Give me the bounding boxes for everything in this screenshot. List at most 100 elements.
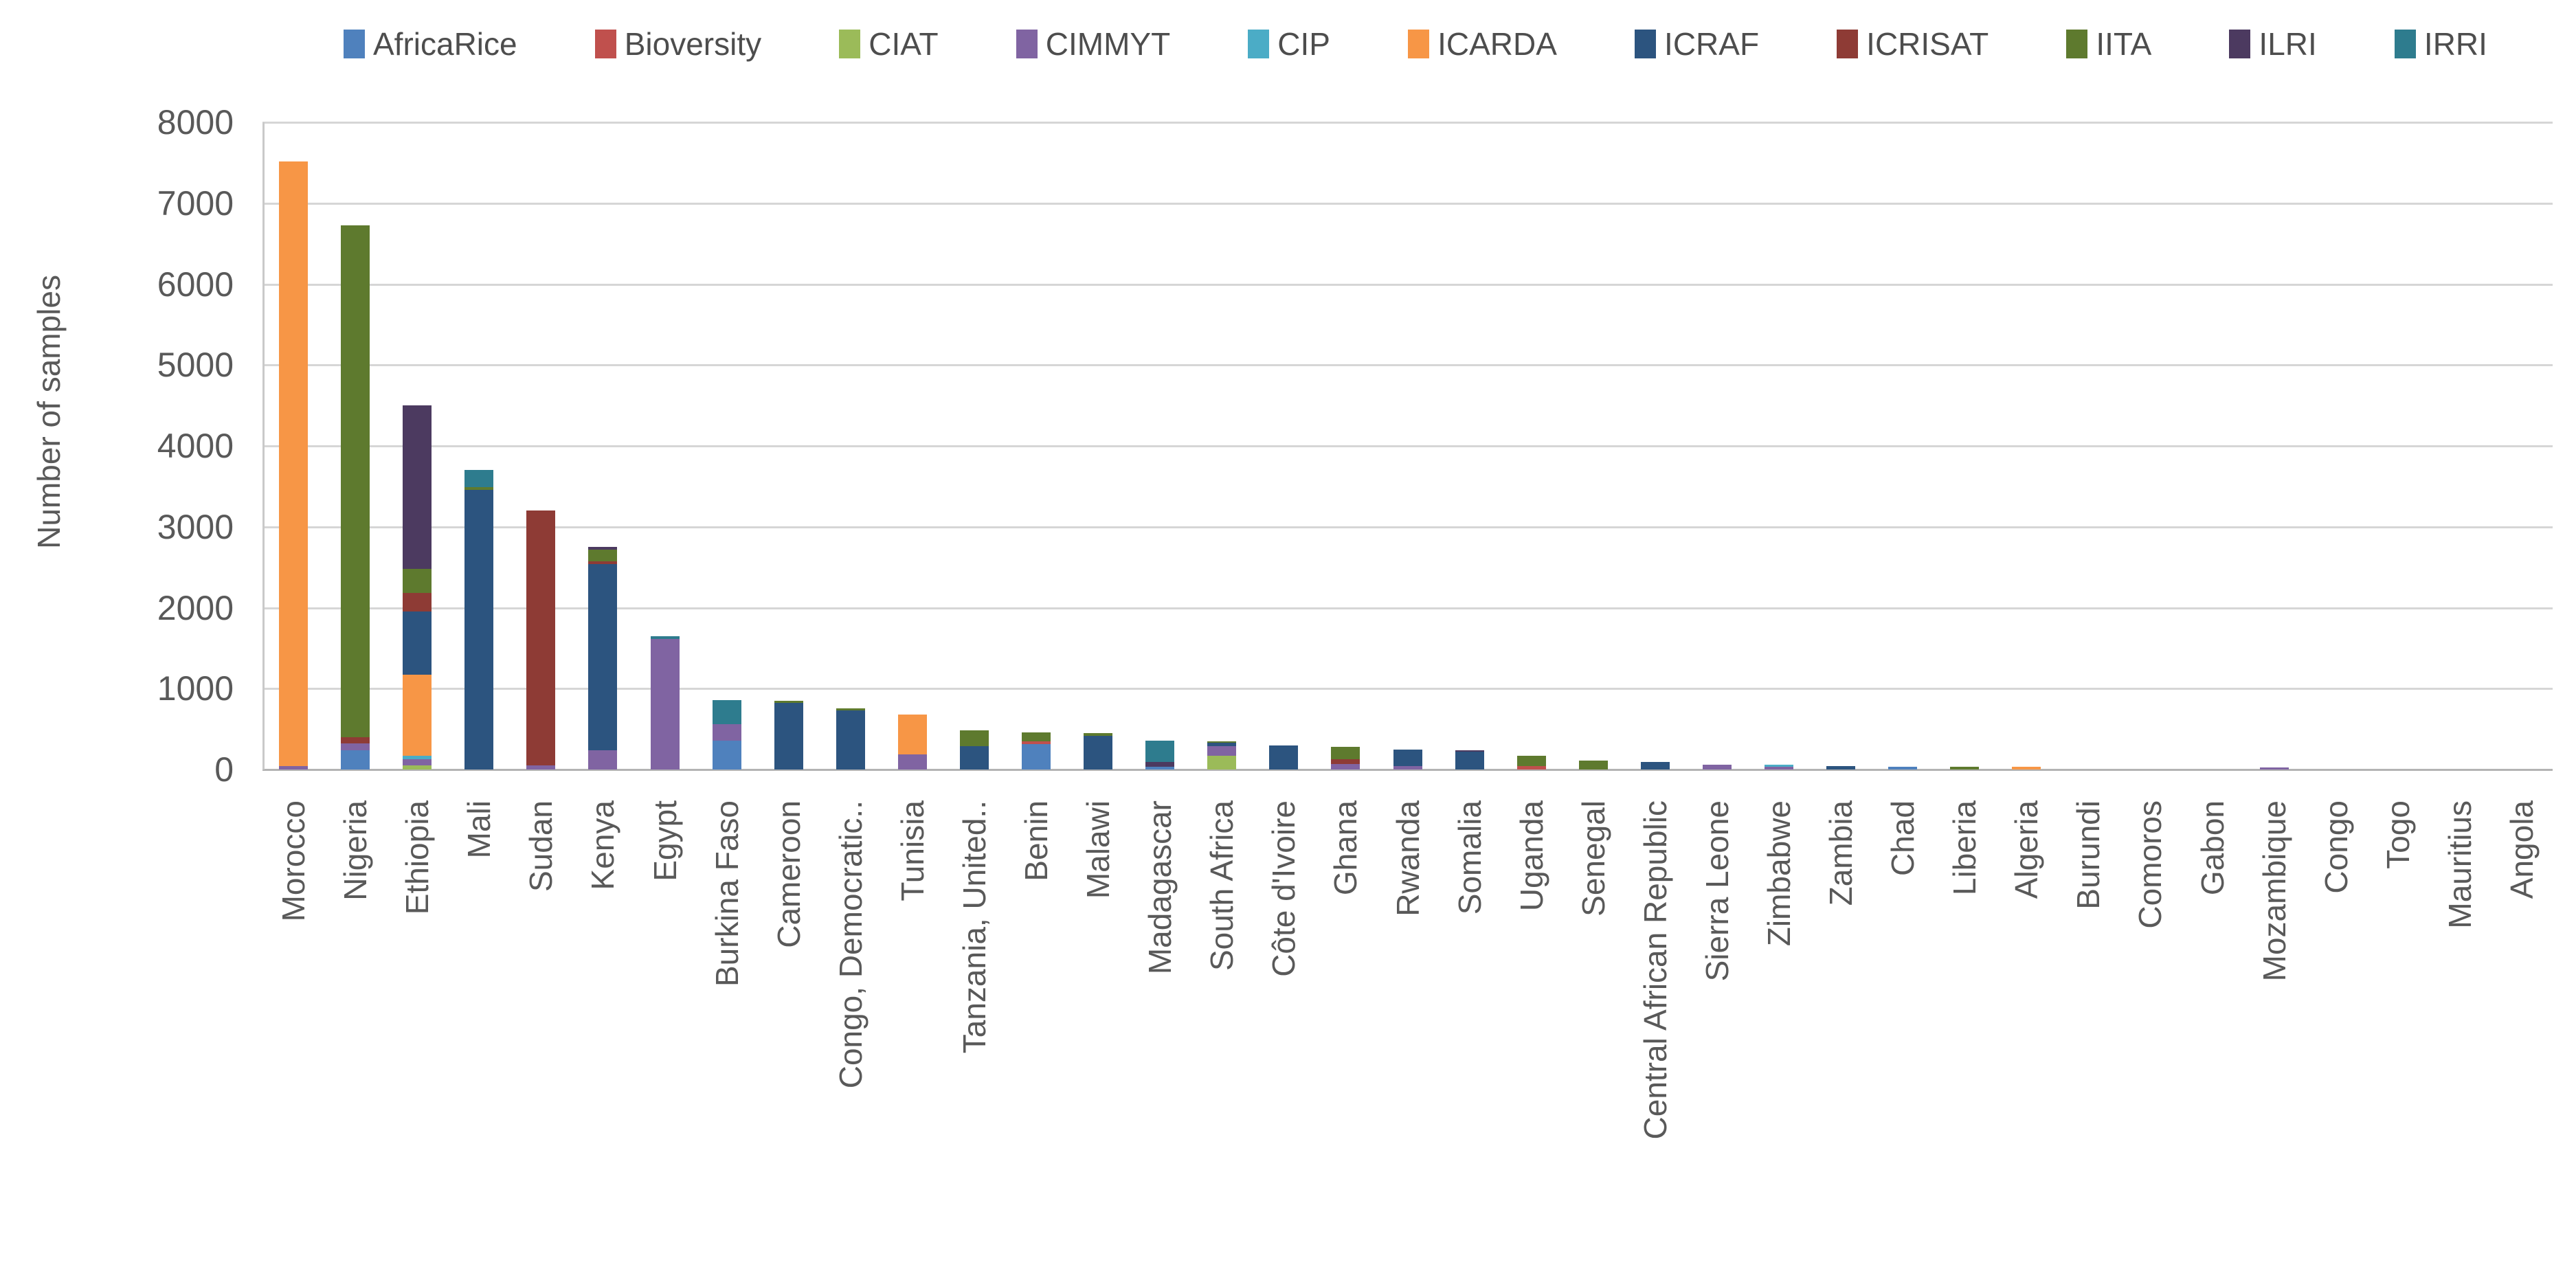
legend-label: ICARDA [1437, 26, 1557, 62]
legend-swatch-icon [594, 30, 616, 58]
bar-segment-ciat-ethiopia [403, 765, 432, 770]
legend-swatch-icon [1016, 30, 1038, 58]
bar-segment-africarice-nigeria [341, 750, 370, 770]
x-axis-label: Sudan [523, 800, 559, 892]
legend-swatch-icon [2394, 30, 2416, 58]
bar-segment-icarda-algeria [2012, 767, 2041, 770]
legend-label: ILRI [2259, 26, 2317, 62]
x-axis-label: Chad [1885, 800, 1921, 876]
bar-segment-iita-benin [1022, 732, 1051, 741]
legend-item-irri: IRRI [2394, 28, 2487, 60]
bar-segment-icraf-mali [464, 489, 494, 770]
bar-segment-iita-ghana [1331, 747, 1360, 759]
y-tick-label: 6000 [157, 265, 234, 304]
bar-segment-iita-senegal [1578, 761, 1608, 770]
bar-segment-iita-mali [464, 487, 494, 490]
legend-label: IITA [2096, 26, 2152, 62]
bar-segment-icraf-congo-democratic- [836, 710, 865, 770]
x-axis-label: Mauritius [2441, 800, 2478, 929]
bar-segment-ciat-south-africa [1207, 755, 1237, 770]
legend-swatch-icon [344, 30, 365, 58]
bar-segment-cip-zimbabwe [1764, 764, 1793, 767]
bar-segment-cimmyt-sudan [526, 765, 556, 770]
legend-label: ICRISAT [1866, 26, 1989, 62]
bar-segment-icrisat-nigeria [341, 737, 370, 743]
y-axis-line [262, 122, 265, 770]
bar-segment-icraf-central-african-republic [1640, 762, 1670, 770]
bar-segment-icraf-c-te-d-ivoire [1269, 745, 1299, 770]
legend-label: AfricaRice [373, 26, 517, 62]
x-axis-label: Algeria [2008, 800, 2045, 899]
x-axis-label: Senegal [1575, 800, 1611, 917]
legend: AfricaRice Bioversity CIAT CIMMYT CIP ICARDA I… [344, 25, 2487, 63]
gridline [262, 526, 2553, 528]
x-axis-label: Ethiopia [399, 800, 436, 915]
legend-swatch-icon [1635, 30, 1657, 58]
legend-item-icarda: ICARDA [1408, 28, 1557, 60]
gridline [262, 364, 2553, 367]
x-axis-label: Rwanda [1389, 800, 1426, 917]
bar-segment-africarice-madagascar [1145, 767, 1175, 770]
x-axis-label: Benin [1018, 800, 1054, 882]
bar-segment-cimmyt-sierra-leone [1702, 764, 1732, 770]
bar-segment-cimmyt-ghana [1331, 763, 1360, 770]
x-axis-label: Angola [2503, 800, 2540, 899]
x-axis-label: Ghana [1328, 800, 1364, 896]
gridline [262, 283, 2553, 286]
bar-segment-icarda-morocco [279, 161, 309, 767]
x-axis-label: Zimbabwe [1760, 800, 1797, 947]
y-tick-label: 5000 [157, 346, 234, 385]
bar-segment-iita-liberia [1950, 767, 1980, 770]
bar-segment-cimmyt-mozambique [2259, 767, 2289, 770]
x-axis-label: South Africa [1204, 800, 1240, 972]
y-tick-label: 0 [214, 750, 234, 789]
legend-label: CIMMYT [1045, 26, 1171, 62]
legend-item-cip: CIP [1248, 28, 1330, 60]
legend-item-iita: IITA [2066, 28, 2151, 60]
x-axis-label: Central African Republic [1637, 800, 1673, 1140]
y-tick-label: 4000 [157, 427, 234, 465]
x-axis-label: Zambia [1823, 800, 1859, 906]
x-axis-label: Tunisia [894, 800, 930, 901]
y-axis-title: Number of samples [31, 275, 67, 549]
bar-segment-cimmyt-egypt [650, 639, 680, 770]
x-axis-label: Uganda [1513, 800, 1549, 912]
bar-segment-icraf-south-africa [1207, 743, 1237, 746]
x-axis-label: Congo [2318, 800, 2354, 894]
x-axis-label: Gabon [2194, 800, 2230, 896]
x-axis-label: Togo [2379, 800, 2416, 869]
bar-segment-cimmyt-rwanda [1393, 766, 1422, 770]
bar-segment-ilri-kenya [588, 547, 618, 550]
x-axis-label: Mozambique [2256, 800, 2292, 982]
bar-segment-icraf-malawi [1084, 735, 1113, 770]
legend-label: ICRAF [1664, 26, 1760, 62]
y-tick-label: 7000 [157, 183, 234, 223]
bar-segment-icraf-zambia [1826, 765, 1856, 770]
gridline [262, 122, 2553, 124]
legend-item-ilri: ILRI [2229, 26, 2317, 62]
bar-segment-icraf-rwanda [1393, 749, 1422, 767]
x-axis-label: Burundi [2070, 800, 2107, 910]
bar-segment-cimmyt-tunisia [897, 754, 927, 770]
bar-segment-icrisat-kenya [588, 561, 618, 564]
legend-item-cimmyt: CIMMYT [1016, 28, 1170, 60]
bar-segment-bioversity-benin [1022, 741, 1051, 745]
bar-segment-ilri-madagascar [1145, 762, 1175, 767]
legend-label: CIP [1277, 26, 1330, 62]
x-axis-label: Comoros [2132, 800, 2169, 929]
bar-segment-iita-south-africa [1207, 741, 1237, 743]
legend-label: Bioversity [624, 26, 762, 62]
bar-segment-iita-malawi [1084, 733, 1113, 736]
gridline [262, 202, 2553, 205]
legend-item-icrisat: ICRISAT [1837, 28, 1989, 60]
bar-segment-ilri-ethiopia [403, 405, 432, 569]
x-axis-label: Côte d'Ivoire [1266, 800, 1302, 977]
legend-swatch-icon [1248, 30, 1270, 58]
x-axis-label: Somalia [1451, 800, 1488, 915]
y-tick-label: 2000 [157, 588, 234, 627]
gridline [262, 607, 2553, 609]
bar-segment-africarice-chad [1888, 767, 1918, 770]
bar-segment-icrisat-ethiopia [403, 593, 432, 612]
legend-swatch-icon [1837, 30, 1859, 58]
bar-segment-icrisat-sudan [526, 510, 556, 766]
